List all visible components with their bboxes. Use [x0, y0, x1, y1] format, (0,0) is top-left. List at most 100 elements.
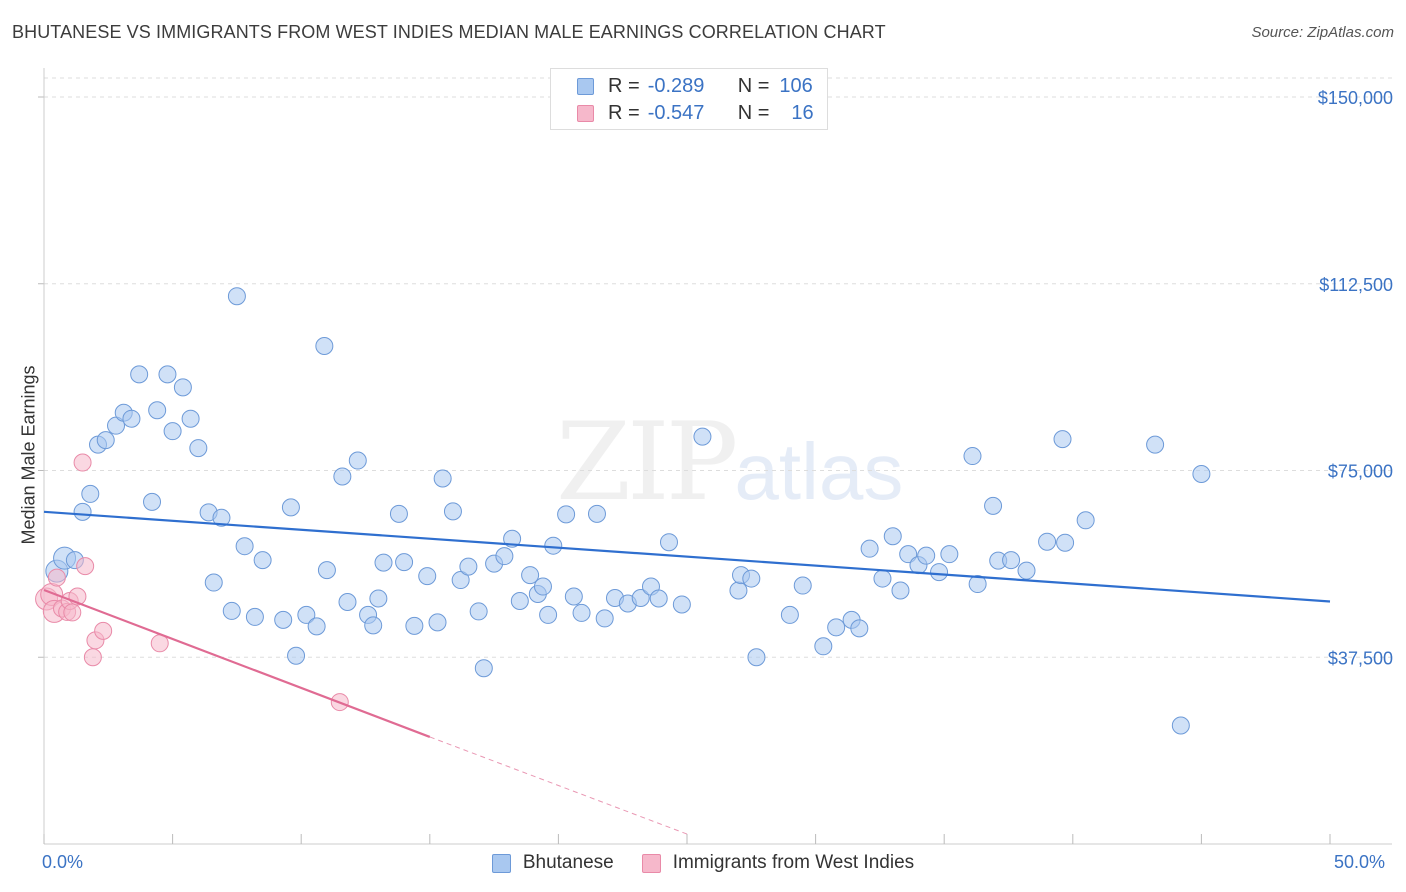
bhutanese-point: [245, 607, 264, 626]
legend-n-value: 106: [779, 74, 813, 97]
legend-swatch-blue: [577, 77, 594, 95]
bhutanese-point: [631, 588, 650, 607]
series-legend-label: Immigrants from West Indies: [672, 852, 915, 873]
bhutanese-point: [780, 605, 799, 624]
bhutanese-point: [860, 539, 879, 558]
bhutanese-point: [348, 451, 367, 470]
bhutanese-point: [143, 492, 162, 511]
bhutanese-point: [793, 576, 812, 595]
bhutanese-point: [742, 569, 761, 588]
bhutanese-point: [1002, 551, 1021, 570]
bhutanese-point: [281, 498, 300, 517]
bhutanese-point: [73, 502, 92, 521]
bhutanese-point: [917, 546, 936, 565]
watermark: ZIPatlas: [556, 400, 903, 525]
series-swatch-blue: [491, 853, 511, 873]
bhutanese-point: [572, 603, 591, 622]
bhutanese-point: [883, 527, 902, 546]
legend-r-label: R =: [608, 101, 640, 124]
west-indies-trend-line: [43, 588, 431, 738]
bhutanese-point: [122, 409, 141, 428]
bhutanese-point: [891, 581, 910, 600]
legend-r-label: R =: [608, 74, 640, 97]
bhutanese-point: [287, 646, 306, 665]
legend-swatch-pink: [577, 104, 594, 122]
source-label: Source: ZipAtlas.com: [1251, 24, 1394, 41]
bhutanese-point: [451, 571, 470, 590]
bhutanese-point: [297, 605, 316, 624]
bhutanese-point: [1017, 561, 1036, 580]
legend-row-west-indies: R = -0.547 N = 16: [551, 100, 814, 126]
bhutanese-point: [338, 592, 357, 611]
bhutanese-point: [333, 467, 352, 486]
bhutanese-point: [729, 581, 748, 600]
bhutanese-point: [930, 563, 949, 582]
series-legend-west-indies: Immigrants from West Indies: [641, 852, 915, 874]
west-indies-trend-extension: [429, 736, 688, 835]
bhutanese-point: [649, 589, 668, 608]
bhutanese-point: [1192, 464, 1211, 483]
trend-lines: [43, 510, 1331, 835]
bhutanese-point: [873, 569, 892, 588]
west-indies-point: [63, 603, 82, 622]
bhutanese-point: [984, 496, 1003, 515]
y-axis-label: Median Male Earnings: [18, 365, 39, 545]
bhutanese-point: [469, 602, 488, 621]
bhutanese-point: [899, 545, 918, 564]
bhutanese-point: [181, 409, 200, 428]
bhutanese-point: [418, 567, 437, 586]
bhutanese-point: [81, 484, 100, 503]
west-indies-point: [76, 557, 95, 576]
bhutanese-point: [963, 447, 982, 466]
x-tick-label-max: 50.0%: [1334, 852, 1386, 872]
bhutanese-point: [968, 575, 987, 594]
bhutanese-point: [395, 553, 414, 572]
y-tick-label: $150,000: [1318, 88, 1393, 108]
bhutanese-point: [212, 508, 231, 527]
bhutanese-point: [96, 431, 115, 450]
bhutanese-point: [130, 365, 149, 384]
west-indies-point: [47, 568, 66, 587]
bhutanese-point: [369, 589, 388, 608]
bhutanese-point: [315, 337, 334, 355]
bhutanese-point: [274, 610, 293, 629]
bhutanese-point: [374, 553, 393, 572]
bhutanese-trend-line: [43, 510, 1331, 603]
bhutanese-point: [148, 401, 167, 420]
bhutanese-point: [428, 613, 447, 632]
bhutanese-point: [659, 533, 678, 552]
y-tick-label: $37,500: [1328, 648, 1393, 668]
bhutanese-point: [235, 537, 254, 556]
bhutanese-point: [459, 557, 478, 576]
x-tick-label-min: 0.0%: [42, 852, 84, 872]
bhutanese-point: [364, 616, 383, 635]
series-legend-label: Bhutanese: [522, 852, 614, 873]
bhutanese-point: [1146, 435, 1165, 454]
bhutanese-point: [544, 536, 563, 555]
gridlines: [44, 77, 1392, 658]
bhutanese-point: [173, 378, 192, 397]
bhutanese-point: [389, 504, 408, 523]
y-tick-label: $75,000: [1328, 462, 1393, 482]
bhutanese-point: [595, 609, 614, 628]
bhutanese-point: [693, 427, 712, 446]
bhutanese-point: [443, 502, 462, 521]
bhutanese-point: [1076, 511, 1095, 530]
bhutanese-point: [204, 573, 223, 592]
west-indies-point: [83, 648, 102, 667]
legend-n-label: N =: [737, 101, 770, 124]
legend-r-value: -0.547: [647, 101, 705, 124]
bhutanese-point: [227, 287, 246, 306]
legend-n-value: 16: [791, 101, 814, 124]
bhutanese-point: [827, 618, 846, 637]
bhutanese-point: [850, 619, 869, 638]
bhutanese-point: [405, 616, 424, 635]
legend-r-value: -0.289: [647, 74, 705, 97]
west-indies-point: [94, 621, 113, 640]
bhutanese-points: [45, 287, 1211, 735]
bhutanese-point: [158, 365, 177, 384]
bhutanese-point: [539, 605, 558, 624]
bhutanese-point: [474, 659, 493, 678]
watermark-zip: ZIP: [556, 400, 738, 525]
